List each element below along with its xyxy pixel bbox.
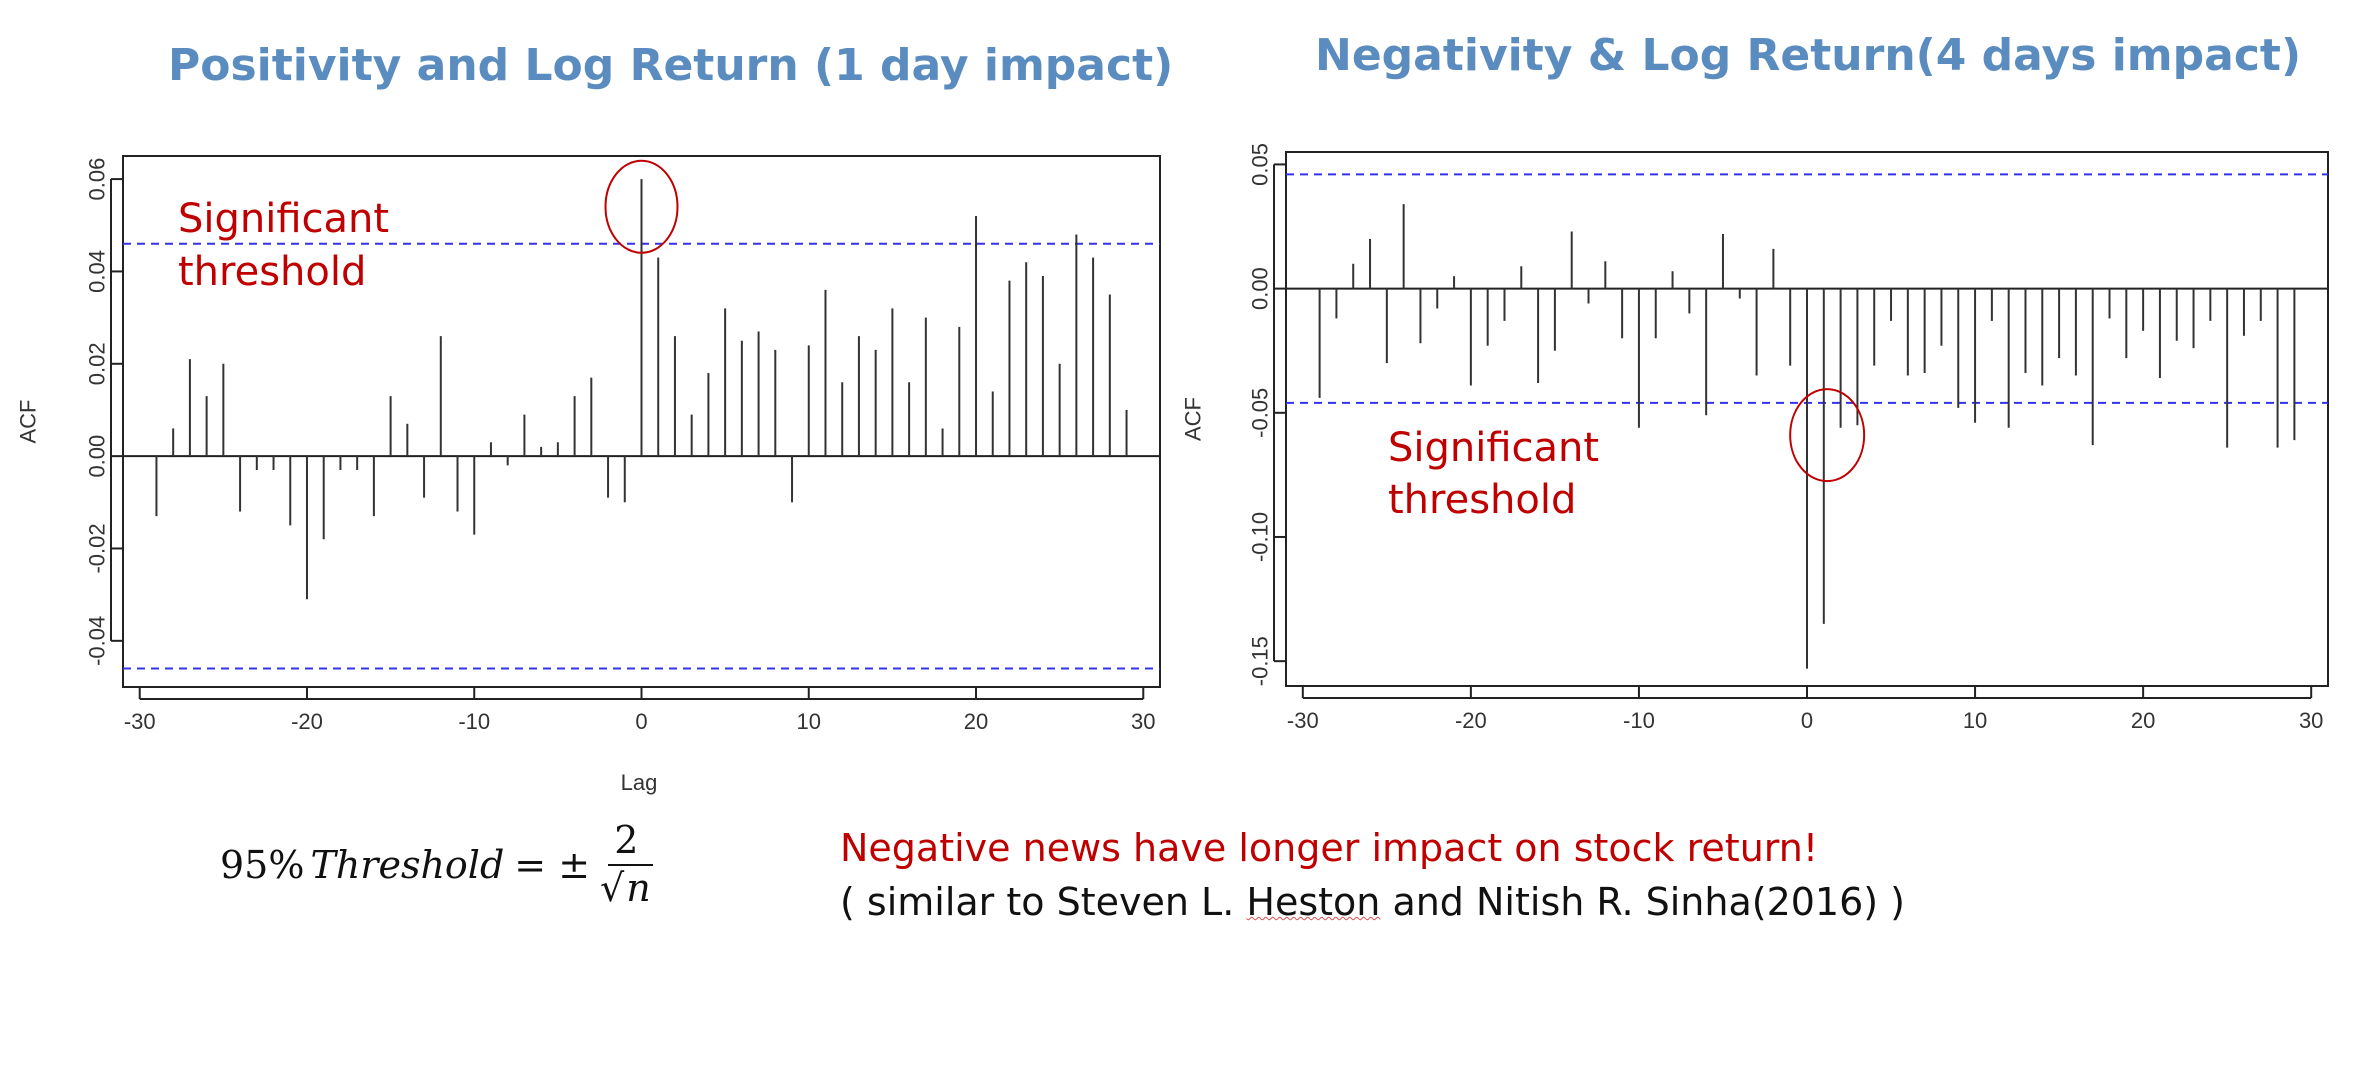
formula-variable: n bbox=[624, 863, 653, 910]
right-acf-chart: -30 -20 -10 0 10 20 30 -0.15 -0.10 -0.05 0.00 0.05 A… bbox=[1181, 143, 2329, 733]
y-tick-label: -0.05 bbox=[1248, 388, 1273, 438]
y-axis-label: ACF bbox=[1181, 397, 1206, 441]
x-tick-label: -10 bbox=[458, 709, 490, 734]
conclusion-statement: Negative news have longer impact on stoc… bbox=[840, 826, 1819, 870]
x-tick-label: 10 bbox=[797, 709, 821, 734]
x-tick-label: -10 bbox=[1623, 708, 1655, 733]
x-tick-label: -20 bbox=[291, 709, 323, 734]
reference-before: ( similar to Steven L. bbox=[840, 880, 1247, 924]
reference-after: and Nitish R. Sinha(2016) ) bbox=[1380, 880, 1906, 924]
y-tick-label: -0.04 bbox=[85, 616, 110, 666]
formula-word: Threshold bbox=[310, 842, 505, 887]
x-tick-label: 30 bbox=[1131, 709, 1155, 734]
y-tick-label: 0.06 bbox=[85, 158, 110, 201]
x-axis-label: Lag bbox=[621, 770, 658, 795]
x-tick-label: 0 bbox=[635, 709, 647, 734]
left-acf-chart: -30 -20 -10 0 10 20 30 -0.04 -0.02 0.00 0.02 0.04 0.… bbox=[16, 155, 1161, 795]
threshold-formula: 95% Threshold = ± 2 √n bbox=[220, 819, 653, 910]
x-tick-label: 20 bbox=[964, 709, 988, 734]
y-axis-label: ACF bbox=[16, 400, 41, 444]
formula-denominator: √n bbox=[600, 863, 653, 910]
y-tick-label: 0.00 bbox=[1248, 267, 1273, 310]
formula-fraction: 2 √n bbox=[600, 819, 653, 910]
reference-author-underlined: Heston bbox=[1246, 880, 1381, 924]
x-tick-label: 20 bbox=[2131, 708, 2155, 733]
right-threshold-annotation-line2: threshold bbox=[1388, 477, 1576, 523]
x-tick-label: 10 bbox=[1963, 708, 1987, 733]
y-tick-label: 0.04 bbox=[85, 250, 110, 293]
significant-lag-highlight-circle bbox=[604, 159, 679, 254]
y-tick-label: -0.02 bbox=[85, 523, 110, 573]
formula-radical: √ bbox=[600, 865, 625, 910]
x-tick-label: 30 bbox=[2299, 708, 2323, 733]
left-threshold-annotation-line2: threshold bbox=[178, 249, 366, 295]
y-tick-label: -0.10 bbox=[1248, 512, 1273, 562]
y-tick-label: -0.15 bbox=[1248, 636, 1273, 686]
formula-equals: = ± bbox=[514, 842, 591, 887]
formula-prefix: 95% bbox=[220, 842, 305, 887]
y-tick-label: 0.05 bbox=[1248, 143, 1273, 186]
formula-numerator: 2 bbox=[608, 819, 645, 866]
x-tick-label: -30 bbox=[1287, 708, 1319, 733]
significant-lag-highlight-circle bbox=[1789, 388, 1866, 483]
x-tick-label: 0 bbox=[1801, 708, 1813, 733]
right-chart-title: Negativity & Log Return(4 days impact) bbox=[1315, 30, 2302, 81]
x-tick-label: -20 bbox=[1455, 708, 1487, 733]
left-threshold-annotation-line1: Significant bbox=[178, 196, 389, 242]
reference-note: ( similar to Steven L. Heston and Nitish… bbox=[840, 880, 1905, 924]
y-tick-label: 0.02 bbox=[85, 342, 110, 385]
right-threshold-annotation-line1: Significant bbox=[1388, 425, 1599, 471]
y-tick-label: 0.00 bbox=[85, 435, 110, 478]
x-tick-label: -30 bbox=[124, 709, 156, 734]
left-chart-title: Positivity and Log Return (1 day impact) bbox=[168, 40, 1174, 91]
